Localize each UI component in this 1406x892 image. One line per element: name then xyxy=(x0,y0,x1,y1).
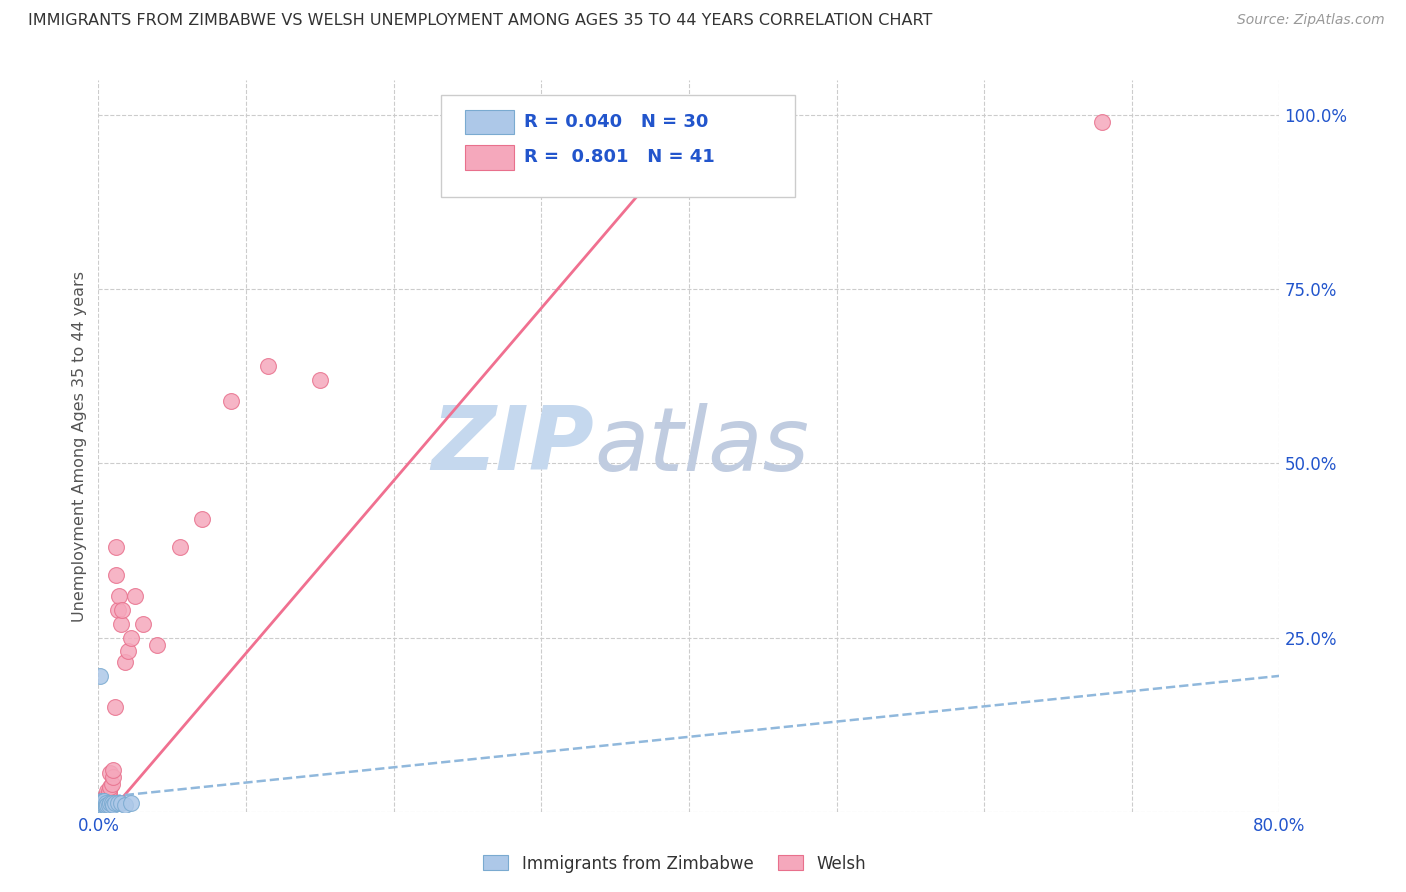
Point xyxy=(90,797,112,812)
Text: ZIP: ZIP xyxy=(432,402,595,490)
Point xyxy=(90,797,112,811)
Point xyxy=(97,797,120,812)
Point xyxy=(91,799,114,814)
Text: R = 0.040   N = 30: R = 0.040 N = 30 xyxy=(523,113,709,131)
Point xyxy=(89,801,111,815)
FancyBboxPatch shape xyxy=(464,110,515,135)
Point xyxy=(120,631,142,645)
Point xyxy=(132,616,155,631)
Point xyxy=(93,794,115,808)
Point xyxy=(90,794,112,808)
Text: Source: ZipAtlas.com: Source: ZipAtlas.com xyxy=(1237,13,1385,28)
Point xyxy=(104,700,127,714)
Point xyxy=(89,797,111,812)
Point xyxy=(89,799,111,814)
Point xyxy=(257,359,280,373)
Point xyxy=(619,115,641,129)
Point xyxy=(91,797,114,812)
Point xyxy=(107,797,129,811)
FancyBboxPatch shape xyxy=(464,145,515,169)
Text: R =  0.801   N = 41: R = 0.801 N = 41 xyxy=(523,148,714,166)
Point xyxy=(1091,115,1114,129)
Point xyxy=(89,669,111,683)
Point xyxy=(94,792,117,806)
Point xyxy=(114,797,136,812)
Point xyxy=(108,589,131,603)
Text: IMMIGRANTS FROM ZIMBABWE VS WELSH UNEMPLOYMENT AMONG AGES 35 TO 44 YEARS CORRELA: IMMIGRANTS FROM ZIMBABWE VS WELSH UNEMPL… xyxy=(28,13,932,29)
Point xyxy=(219,393,242,408)
Point xyxy=(98,797,121,811)
Point xyxy=(117,644,139,658)
Point xyxy=(90,794,112,808)
Point xyxy=(110,616,132,631)
Point xyxy=(103,770,125,784)
Point xyxy=(94,797,117,811)
Point xyxy=(96,797,118,812)
Point xyxy=(98,780,121,795)
Point xyxy=(103,763,125,777)
Point xyxy=(105,540,128,554)
Point xyxy=(146,638,169,652)
Point xyxy=(100,797,122,811)
Point xyxy=(105,567,128,582)
Point xyxy=(90,801,112,815)
Point xyxy=(107,603,129,617)
Legend: Immigrants from Zimbabwe, Welsh: Immigrants from Zimbabwe, Welsh xyxy=(477,848,873,880)
Point xyxy=(97,784,120,798)
Point xyxy=(93,797,115,812)
Point xyxy=(94,797,117,811)
Point xyxy=(94,790,117,805)
Point xyxy=(114,655,136,669)
Point xyxy=(97,787,120,801)
Point xyxy=(94,799,117,814)
Point xyxy=(89,797,111,811)
Y-axis label: Unemployment Among Ages 35 to 44 years: Unemployment Among Ages 35 to 44 years xyxy=(72,270,87,622)
Point xyxy=(91,794,114,808)
Point xyxy=(91,792,114,806)
Point xyxy=(93,797,115,811)
Point xyxy=(124,589,146,603)
Point xyxy=(120,797,142,811)
Point xyxy=(111,603,134,617)
Point xyxy=(110,797,132,811)
Point xyxy=(93,794,115,808)
Point xyxy=(104,797,127,811)
FancyBboxPatch shape xyxy=(441,95,796,197)
Point xyxy=(94,797,117,812)
Point xyxy=(89,797,111,811)
Point xyxy=(91,795,114,809)
Point xyxy=(103,797,125,812)
Point xyxy=(91,794,114,808)
Point xyxy=(91,797,114,811)
Point xyxy=(90,797,112,812)
Point xyxy=(98,766,121,780)
Point xyxy=(91,797,114,811)
Text: atlas: atlas xyxy=(595,403,810,489)
Point xyxy=(90,799,112,814)
Point xyxy=(93,790,115,805)
Point xyxy=(96,784,118,798)
Point xyxy=(96,789,118,804)
Point xyxy=(309,373,332,387)
Point xyxy=(169,540,191,554)
Point xyxy=(191,512,214,526)
Point xyxy=(100,777,122,791)
